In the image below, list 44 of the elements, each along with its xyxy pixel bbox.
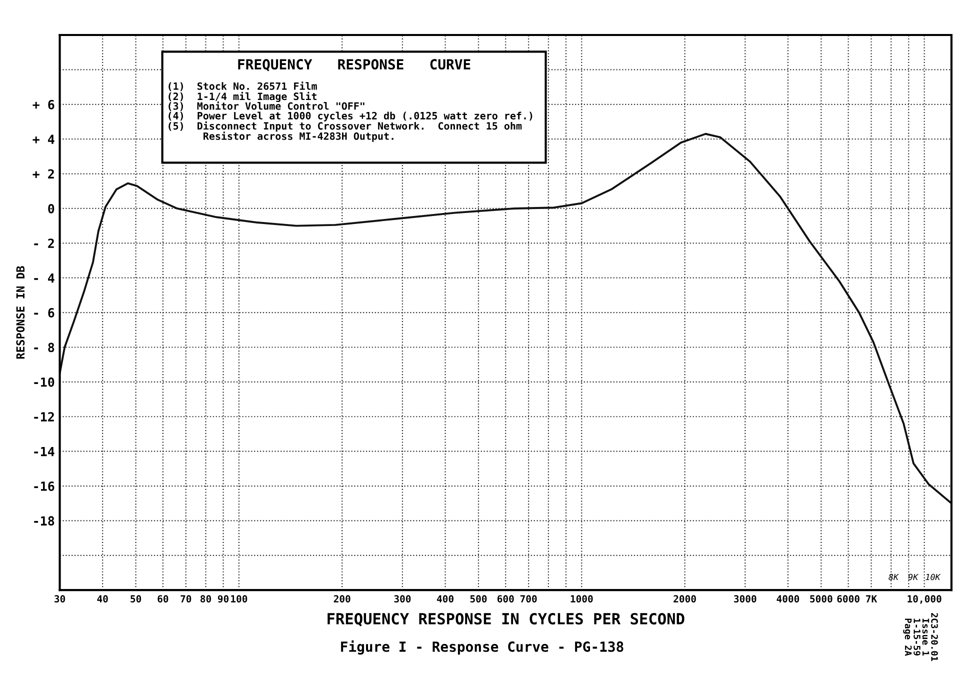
y-tick-label: -12 bbox=[34, 412, 54, 422]
y-tick-label: -14 bbox=[34, 446, 54, 456]
annotation: (1) Stock No. 26571 Film (2) 1-1/4 mil Image Slit (3) Monitor Volume Control "OFF" (4) Power Level at 1000 cycles +12 db (.0125 watt zero ref.) (5) Disconnect Input to Crossover Network. Connect 15 ohm Resistor across MI-4283H Output. bbox=[168, 82, 532, 142]
x-tick-label: 5000 bbox=[810, 595, 832, 602]
x-tick-label: 70 bbox=[180, 595, 192, 602]
x-tick-label: 300 bbox=[394, 595, 411, 602]
annotation: 9K bbox=[908, 574, 919, 580]
x-tick-label: 2000 bbox=[674, 595, 696, 602]
y-tick-label: -18 bbox=[34, 516, 54, 526]
x-tick-label: 100 bbox=[231, 595, 248, 602]
y-axis-title: RESPONSE IN DB bbox=[16, 266, 25, 359]
x-tick-label: 7K bbox=[866, 595, 878, 602]
x-tick-label: 200 bbox=[334, 595, 350, 602]
x-tick-label: 50 bbox=[130, 595, 142, 602]
x-tick-label: 90 bbox=[218, 595, 229, 603]
x-tick-label: 60 bbox=[158, 595, 168, 602]
x-tick-label: 3000 bbox=[734, 595, 756, 602]
y-tick-label: 0 bbox=[48, 204, 54, 214]
x-tick-label: 80 bbox=[200, 595, 212, 602]
annotation: 8K bbox=[888, 574, 900, 580]
x-axis-title: FREQUENCY RESPONSE IN CYCLES PER SECOND bbox=[328, 612, 684, 626]
y-tick-label: - 2 bbox=[34, 238, 54, 248]
text: Figure I - Response Curve - PG-138 bbox=[341, 640, 624, 655]
annotation: FREQUENCY RESPONSE CURVE bbox=[238, 59, 470, 72]
x-tick-label: 400 bbox=[436, 595, 454, 602]
x-tick-label: 1000 bbox=[570, 595, 593, 602]
y-tick-label: -16 bbox=[34, 482, 54, 491]
x-tick-label: 700 bbox=[520, 595, 537, 602]
x-tick-label: 500 bbox=[470, 595, 487, 602]
x-tick-label: 4000 bbox=[776, 595, 800, 602]
y-tick-label: + 2 bbox=[32, 169, 54, 179]
y-tick-label: - 4 bbox=[34, 273, 54, 283]
x-tick-label: 6000 bbox=[837, 595, 860, 602]
text: 2C3-20.01 Issue 1 1-15-59 Page 2A bbox=[903, 613, 938, 662]
y-tick-label: - 6 bbox=[34, 308, 54, 318]
x-tick-label: 30 bbox=[54, 595, 66, 602]
x-tick-label: 10,000 bbox=[908, 595, 942, 604]
y-tick-label: -10 bbox=[34, 377, 54, 387]
y-tick-label: - 8 bbox=[34, 342, 54, 352]
x-tick-label: 600 bbox=[497, 595, 514, 602]
y-tick-label: + 4 bbox=[32, 134, 54, 144]
annotation: 10K bbox=[926, 574, 941, 580]
x-tick-label: 40 bbox=[97, 595, 108, 602]
y-tick-label: + 6 bbox=[32, 100, 54, 110]
